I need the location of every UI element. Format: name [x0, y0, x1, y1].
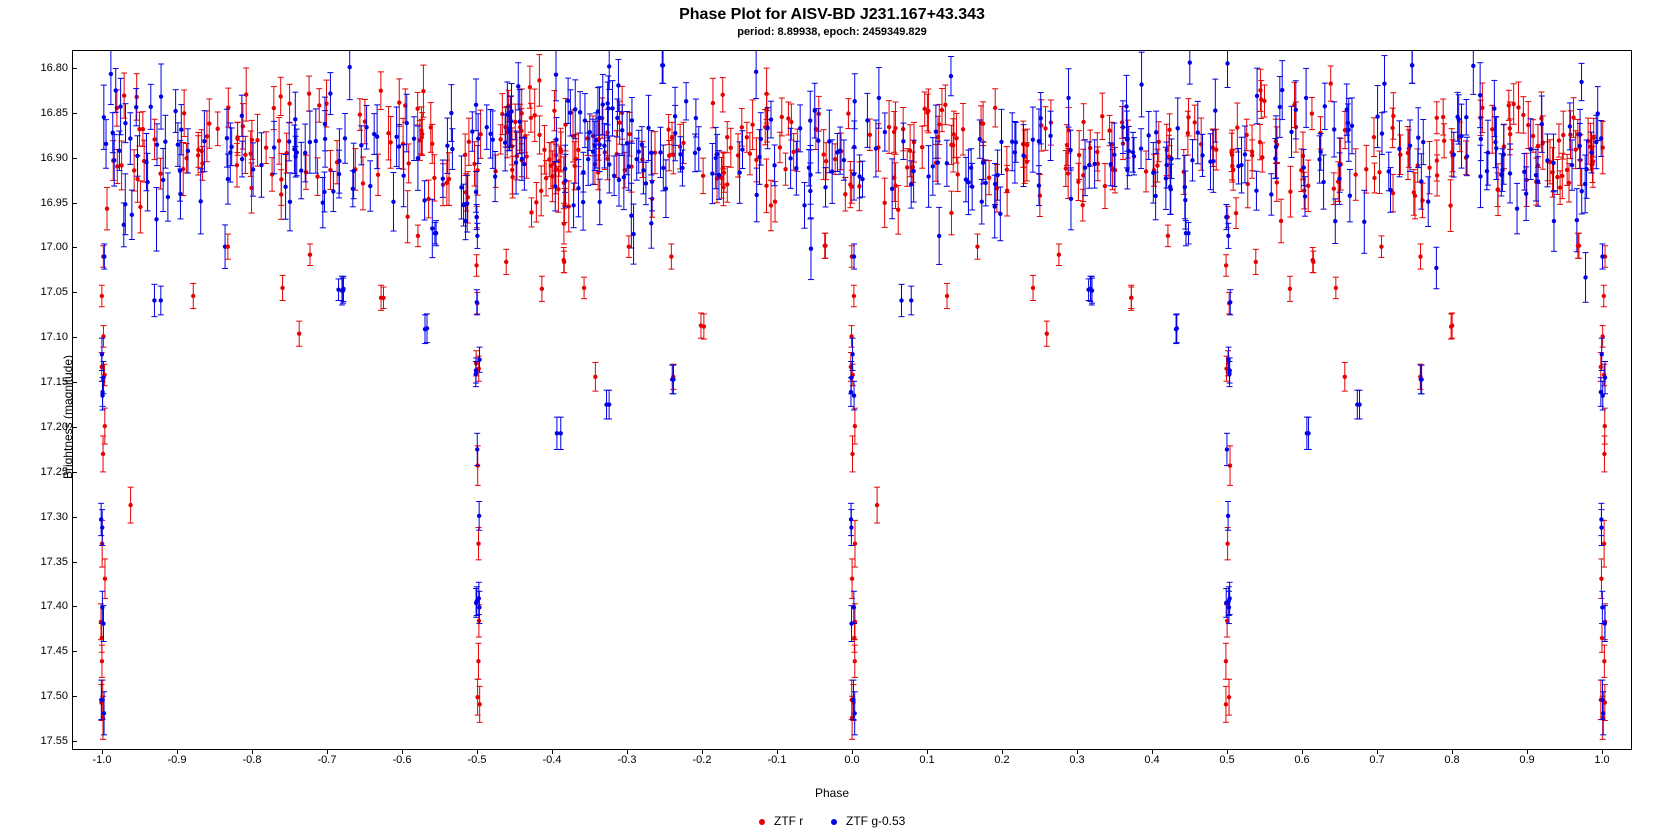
- x-tick-mark: [852, 749, 853, 754]
- x-tick-label: 0.1: [907, 754, 947, 766]
- x-tick-label: 0.8: [1432, 754, 1472, 766]
- y-tick-label: 17.05: [8, 286, 68, 298]
- y-tick-mark: [72, 292, 77, 293]
- y-tick-mark: [72, 247, 77, 248]
- legend-item-ztf-r: ZTF r: [759, 814, 804, 828]
- y-tick-mark: [72, 337, 77, 338]
- x-tick-mark: [627, 749, 628, 754]
- y-tick-mark: [72, 517, 77, 518]
- y-tick-label: 16.90: [8, 152, 68, 164]
- x-tick-mark: [777, 749, 778, 754]
- x-tick-mark: [1077, 749, 1078, 754]
- y-tick-label: 17.00: [8, 241, 68, 253]
- x-tick-mark: [1227, 749, 1228, 754]
- x-tick-mark: [1452, 749, 1453, 754]
- x-tick-mark: [1602, 749, 1603, 754]
- y-tick-label: 17.15: [8, 376, 68, 388]
- x-tick-label: -0.4: [532, 754, 572, 766]
- x-tick-mark: [327, 749, 328, 754]
- y-tick-label: 17.50: [8, 690, 68, 702]
- x-tick-mark: [102, 749, 103, 754]
- x-tick-mark: [1002, 749, 1003, 754]
- x-tick-label: -0.1: [757, 754, 797, 766]
- x-tick-mark: [1302, 749, 1303, 754]
- x-tick-label: 0.2: [982, 754, 1022, 766]
- y-tick-label: 17.30: [8, 511, 68, 523]
- x-tick-label: 0.5: [1207, 754, 1247, 766]
- y-tick-mark: [72, 562, 77, 563]
- x-tick-mark: [1152, 749, 1153, 754]
- x-tick-mark: [402, 749, 403, 754]
- y-tick-mark: [72, 113, 77, 114]
- chart-container: Phase Plot for AISV-BD J231.167+43.343 p…: [0, 0, 1664, 834]
- x-tick-mark: [552, 749, 553, 754]
- y-tick-label: 17.45: [8, 645, 68, 657]
- x-tick-label: 0.6: [1282, 754, 1322, 766]
- legend-item-ztf-g: ZTF g-0.53: [831, 814, 906, 828]
- x-tick-label: -0.8: [232, 754, 272, 766]
- x-tick-mark: [1527, 749, 1528, 754]
- legend-dot-icon: [759, 819, 765, 825]
- y-tick-mark: [72, 696, 77, 697]
- y-tick-label: 17.55: [8, 735, 68, 747]
- plot-area: [72, 50, 1632, 750]
- x-tick-label: 0.4: [1132, 754, 1172, 766]
- y-tick-label: 17.10: [8, 331, 68, 343]
- chart-subtitle: period: 8.89938, epoch: 2459349.829: [0, 26, 1664, 38]
- x-tick-label: 0.0: [832, 754, 872, 766]
- y-tick-label: 17.40: [8, 600, 68, 612]
- x-tick-mark: [702, 749, 703, 754]
- x-tick-label: -0.5: [457, 754, 497, 766]
- y-tick-mark: [72, 382, 77, 383]
- legend-label: ZTF r: [774, 814, 803, 828]
- y-tick-label: 17.35: [8, 556, 68, 568]
- x-tick-label: -0.6: [382, 754, 422, 766]
- x-tick-label: -0.9: [157, 754, 197, 766]
- x-tick-mark: [477, 749, 478, 754]
- y-tick-mark: [72, 606, 77, 607]
- x-tick-mark: [927, 749, 928, 754]
- y-tick-label: 16.80: [8, 62, 68, 74]
- x-tick-label: 0.3: [1057, 754, 1097, 766]
- legend-dot-icon: [831, 819, 837, 825]
- x-tick-label: 0.9: [1507, 754, 1547, 766]
- y-tick-label: 17.20: [8, 421, 68, 433]
- x-tick-label: 0.7: [1357, 754, 1397, 766]
- y-tick-mark: [72, 68, 77, 69]
- x-tick-mark: [252, 749, 253, 754]
- x-tick-mark: [1377, 749, 1378, 754]
- x-axis-label: Phase: [0, 786, 1664, 800]
- legend: ZTF r ZTF g-0.53: [0, 814, 1664, 828]
- y-tick-label: 16.85: [8, 107, 68, 119]
- x-tick-label: -0.3: [607, 754, 647, 766]
- chart-title: Phase Plot for AISV-BD J231.167+43.343: [0, 6, 1664, 24]
- x-tick-label: -0.2: [682, 754, 722, 766]
- plot-svg: [73, 51, 1631, 749]
- y-tick-label: 16.95: [8, 197, 68, 209]
- x-tick-label: -1.0: [82, 754, 122, 766]
- y-tick-mark: [72, 203, 77, 204]
- y-tick-label: 17.25: [8, 466, 68, 478]
- y-tick-mark: [72, 427, 77, 428]
- x-tick-label: -0.7: [307, 754, 347, 766]
- x-tick-mark: [177, 749, 178, 754]
- x-tick-label: 1.0: [1582, 754, 1622, 766]
- legend-label: ZTF g-0.53: [846, 814, 905, 828]
- y-tick-mark: [72, 472, 77, 473]
- y-tick-mark: [72, 651, 77, 652]
- y-tick-mark: [72, 158, 77, 159]
- y-tick-mark: [72, 741, 77, 742]
